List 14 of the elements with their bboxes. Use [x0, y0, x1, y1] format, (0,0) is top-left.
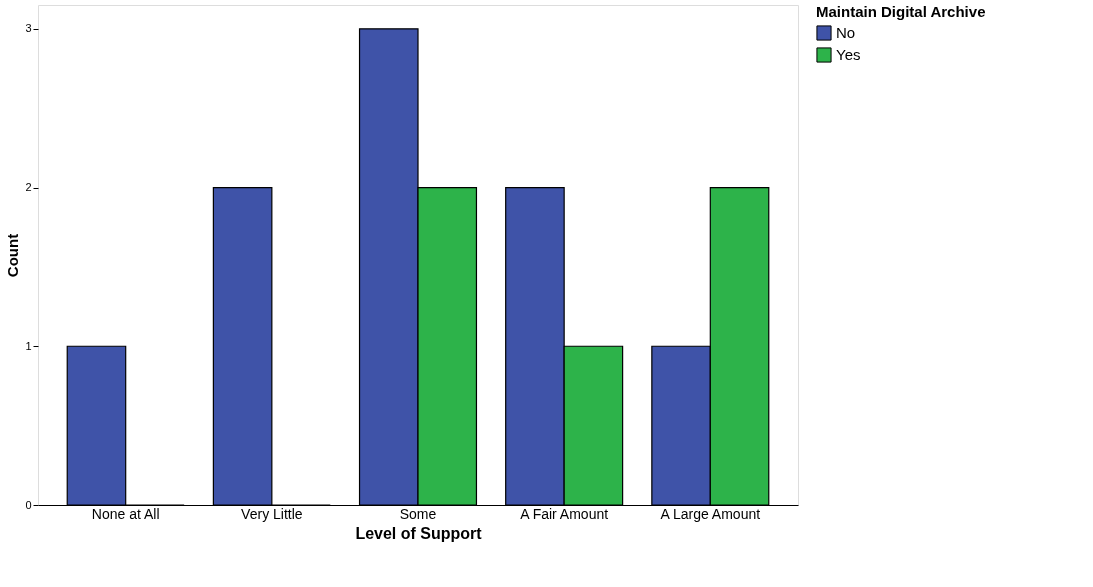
legend-label: Yes: [836, 46, 861, 63]
x-tick-label: A Large Amount: [660, 505, 761, 522]
x-tick-label: A Fair Amount: [520, 505, 609, 522]
y-tick-label: 1: [25, 339, 32, 352]
y-tick-label: 0: [25, 498, 32, 511]
x-tick-label: Some: [399, 505, 437, 522]
y-tick-label: 2: [25, 181, 32, 194]
legend-label: No: [836, 24, 856, 41]
y-axis-title: Count: [4, 233, 22, 278]
legend-title: Maintain Digital Archive: [816, 3, 986, 20]
y-tick-label: 3: [25, 22, 32, 35]
x-tick-label: None at All: [91, 505, 160, 522]
x-axis-title: Level of Support: [355, 524, 483, 542]
x-tick-label: Very Little: [241, 505, 303, 522]
